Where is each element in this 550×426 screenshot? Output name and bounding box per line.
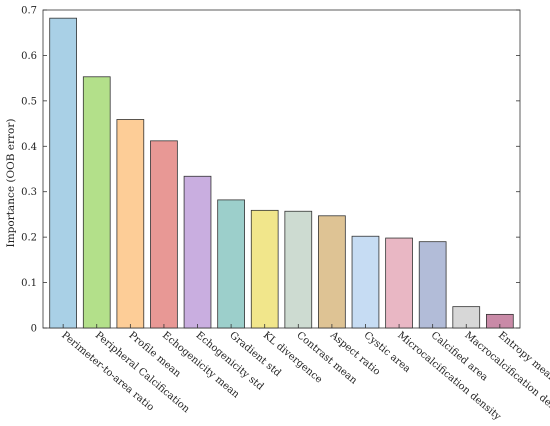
x-tick-label: Calcified area xyxy=(429,330,490,384)
y-tick-label: 0.5 xyxy=(21,96,37,107)
bar xyxy=(116,119,145,329)
bar xyxy=(250,209,279,329)
y-ticks: 0 0.1 0.2 0.3 0.4 0.5 0.6 0.7 xyxy=(21,6,520,335)
y-tick-label: 0.1 xyxy=(21,278,37,289)
y-tick-label: 0.7 xyxy=(21,6,37,17)
y-axis-label: Importance (OOB error) xyxy=(5,119,17,248)
bar xyxy=(217,199,245,329)
y-tick-label: 0.3 xyxy=(21,187,37,198)
bar xyxy=(150,140,178,329)
bar xyxy=(418,241,447,329)
plot-frame xyxy=(42,9,521,329)
x-tick-label: Contrast mean xyxy=(294,330,359,387)
bar xyxy=(82,76,111,329)
bar xyxy=(49,17,77,329)
bars xyxy=(49,17,514,329)
bar xyxy=(385,237,413,329)
y-tick-label: 0.6 xyxy=(21,51,37,62)
bar xyxy=(318,215,346,329)
bar xyxy=(351,235,380,329)
y-tick-label: 0.4 xyxy=(21,142,37,153)
bar xyxy=(183,175,212,329)
bar xyxy=(284,210,313,329)
axes xyxy=(42,9,521,329)
y-tick-label: 0 xyxy=(31,324,37,335)
x-tick-label: KL divergence xyxy=(261,330,324,386)
y-tick-label: 0.2 xyxy=(21,233,37,244)
